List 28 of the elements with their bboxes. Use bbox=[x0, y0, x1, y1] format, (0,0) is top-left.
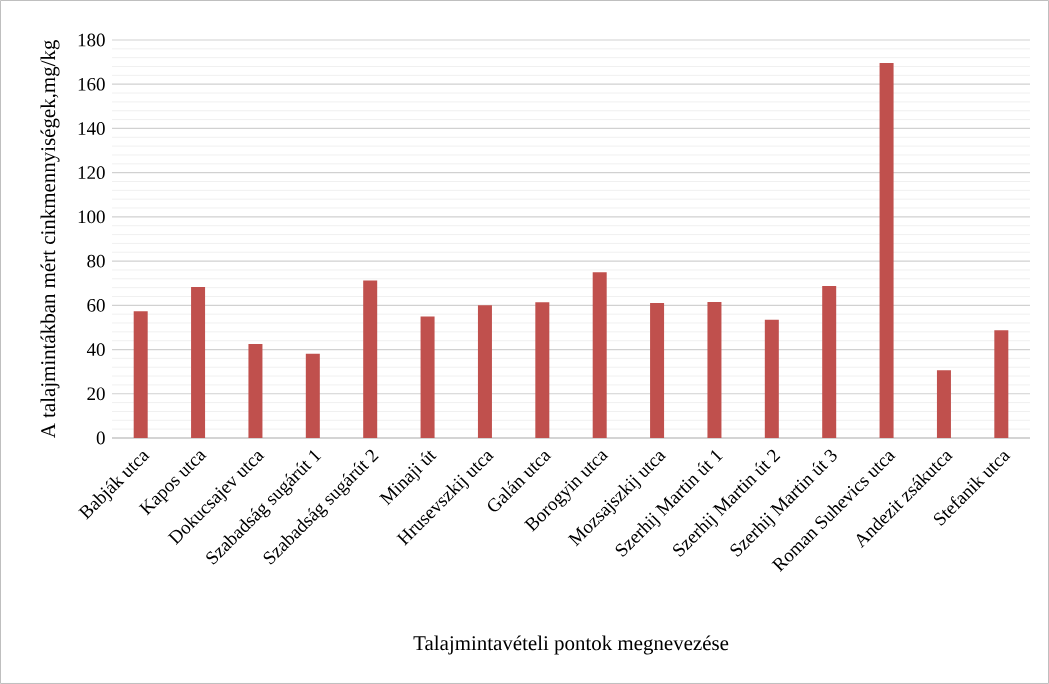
y-axis-title: A talajmintákban mért cinkmennyiségek,mg/kg bbox=[40, 40, 60, 439]
y-tick-label: 140 bbox=[78, 122, 105, 135]
y-tick-label: 160 bbox=[78, 77, 105, 91]
y-tick-label: 120 bbox=[78, 166, 105, 180]
bar bbox=[994, 330, 1009, 438]
bar bbox=[477, 305, 492, 438]
x-axis-title: Talajmintavételi pontok megnevezése bbox=[413, 635, 729, 655]
bar bbox=[822, 286, 837, 438]
y-tick-label: 60 bbox=[87, 298, 105, 312]
bar bbox=[650, 302, 665, 438]
bar bbox=[133, 311, 148, 438]
bar bbox=[592, 272, 607, 438]
bar bbox=[420, 316, 435, 438]
y-tick-label: 180 bbox=[78, 33, 105, 47]
bar bbox=[248, 344, 263, 438]
bar bbox=[305, 353, 320, 438]
bar bbox=[936, 370, 951, 438]
y-tick-label: 40 bbox=[86, 343, 105, 356]
bar bbox=[535, 302, 550, 438]
bar bbox=[363, 280, 378, 438]
bar bbox=[707, 302, 722, 438]
y-tick-label: 20 bbox=[87, 387, 105, 401]
y-tick-label: 100 bbox=[78, 210, 105, 224]
bar bbox=[879, 62, 894, 438]
bar bbox=[764, 319, 779, 438]
y-tick-label: 0 bbox=[96, 431, 105, 445]
bar bbox=[191, 286, 206, 438]
y-tick-label: 80 bbox=[87, 254, 105, 268]
